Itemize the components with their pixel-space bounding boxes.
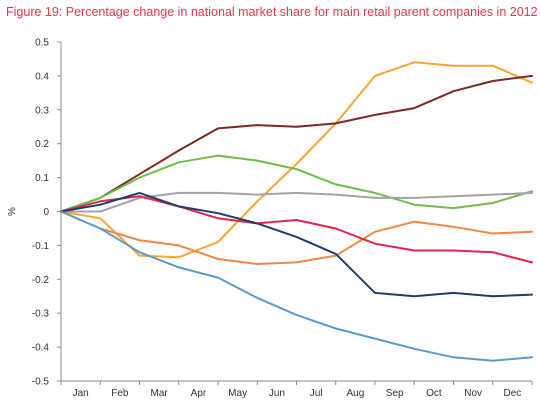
series-line-3 <box>60 154 533 213</box>
series-line-6 <box>60 195 533 264</box>
x-tick-label: Oct <box>426 388 442 399</box>
x-tick-label: Feb <box>111 388 129 399</box>
x-tick-label: Dec <box>503 388 521 399</box>
series-line-8 <box>60 210 533 362</box>
x-tick-label: Jan <box>73 388 89 399</box>
y-tick-label: 0.2 <box>35 139 49 150</box>
x-tick-label: Sep <box>386 388 404 399</box>
y-tick-label: -0.4 <box>32 343 50 354</box>
x-tick-label: Nov <box>464 388 482 399</box>
y-tick-label: -0.5 <box>32 377 50 388</box>
x-tick-label: Jul <box>310 388 323 399</box>
series-line-1 <box>60 61 533 259</box>
x-tick-label: Mar <box>151 388 169 399</box>
y-tick-label: 0.3 <box>35 105 49 116</box>
y-tick-label: -0.2 <box>32 275 50 286</box>
series-line-7 <box>60 191 533 298</box>
series-line-4 <box>60 191 533 213</box>
x-tick-label: May <box>228 388 247 399</box>
y-axis-label: % <box>7 207 18 216</box>
y-tick-label: 0.5 <box>35 38 49 49</box>
y-tick-label: -0.3 <box>32 309 50 320</box>
series-line-5 <box>60 210 533 265</box>
x-tick-label: Aug <box>346 388 364 399</box>
chart-title: Figure 19: Percentage change in national… <box>6 5 538 19</box>
x-tick-label: Jun <box>269 388 285 399</box>
y-tick-label: 0.1 <box>35 173 49 184</box>
series-line-2 <box>60 74 533 213</box>
y-tick-label: -0.1 <box>32 241 50 252</box>
y-tick-label: 0 <box>43 207 49 218</box>
x-tick-label: Apr <box>191 388 207 399</box>
y-tick-label: 0.4 <box>35 71 49 82</box>
